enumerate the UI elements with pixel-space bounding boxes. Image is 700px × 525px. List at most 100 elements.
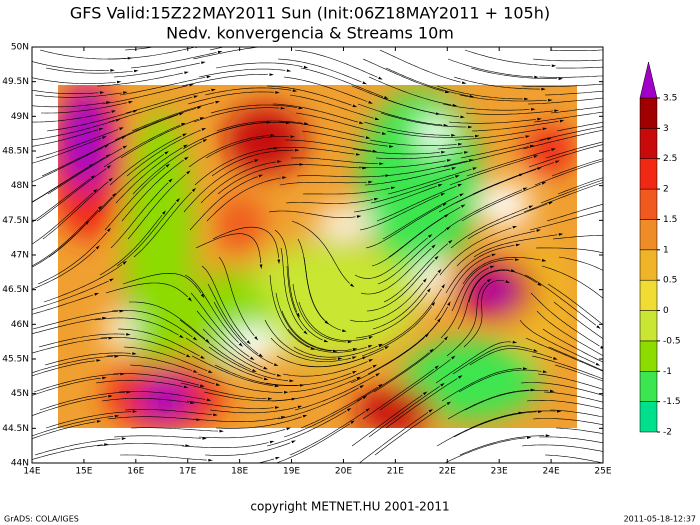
stream-arrow — [442, 202, 448, 207]
stream-arrow — [437, 268, 442, 274]
stream-arrow — [638, 46, 643, 49]
streamline — [44, 352, 131, 366]
stream-arrow — [468, 159, 474, 162]
stream-arrow — [303, 330, 308, 335]
streamline — [376, 185, 457, 222]
stream-arrow — [556, 409, 562, 413]
streamline — [291, 220, 350, 284]
stream-arrow — [294, 148, 300, 152]
streamline — [300, 67, 384, 97]
streamline — [133, 191, 192, 258]
streamline — [437, 136, 525, 150]
streamline — [268, 210, 356, 218]
streamline — [198, 429, 286, 439]
streamline — [106, 355, 193, 371]
stream-arrow — [518, 173, 524, 177]
stream-arrow — [440, 192, 446, 197]
stream-arrow — [618, 155, 623, 158]
streamline — [202, 328, 276, 376]
stream-arrow — [273, 146, 279, 150]
stream-arrow — [274, 384, 280, 388]
stream-arrow — [104, 144, 109, 148]
streamline — [32, 111, 111, 123]
streamline — [552, 235, 603, 240]
stream-arrow — [624, 172, 629, 175]
stream-arrow — [429, 348, 434, 353]
streamline — [32, 138, 102, 164]
streamline — [204, 442, 291, 456]
stream-arrow — [510, 269, 516, 272]
streamline — [355, 292, 428, 339]
stream-arrow — [350, 283, 355, 288]
stream-arrow — [491, 253, 497, 257]
streamline — [451, 259, 514, 312]
stream-arrow — [199, 384, 205, 387]
stream-arrow — [95, 245, 100, 250]
streamline — [41, 138, 121, 177]
streamline — [38, 333, 125, 348]
stream-arrow — [254, 159, 259, 163]
stream-arrow — [106, 227, 111, 232]
streamline — [293, 345, 378, 358]
stream-arrow — [440, 382, 445, 387]
stream-arrow — [526, 436, 532, 440]
field-blobs — [58, 85, 575, 428]
streamline — [211, 149, 294, 177]
stream-arrow — [378, 383, 383, 388]
streamline — [363, 121, 450, 136]
stream-arrow — [632, 196, 637, 199]
stream-arrow — [630, 408, 635, 411]
streamline — [33, 373, 119, 393]
streamline — [465, 110, 553, 115]
streamline — [103, 124, 181, 168]
streamline — [464, 390, 549, 411]
streamline — [197, 373, 283, 393]
stream-arrow — [85, 220, 90, 225]
streamline — [187, 91, 274, 105]
streamline — [101, 397, 189, 403]
stream-arrow — [431, 301, 436, 306]
stream-arrow — [558, 233, 564, 236]
streamline — [192, 47, 264, 60]
stream-arrow — [352, 356, 357, 360]
streamline — [294, 375, 375, 411]
stream-arrow — [615, 383, 620, 386]
stream-arrow — [120, 372, 125, 376]
stream-arrow — [165, 163, 170, 168]
streamline — [43, 264, 123, 303]
stream-arrow — [533, 348, 538, 352]
stream-arrow — [437, 184, 443, 187]
streamline — [547, 283, 603, 326]
stream-arrow — [292, 89, 298, 92]
stream-arrow — [630, 381, 635, 384]
stream-arrow — [434, 255, 439, 260]
stream-arrow — [132, 352, 137, 355]
lat-label: 50N — [11, 43, 29, 53]
stream-arrow — [126, 390, 131, 394]
stream-arrow — [114, 414, 120, 418]
stream-arrow — [460, 115, 465, 119]
stream-arrow — [620, 370, 625, 373]
streamline — [469, 348, 553, 366]
streamline — [546, 203, 603, 222]
field — [58, 85, 577, 428]
stream-arrow — [275, 456, 280, 460]
stream-arrow — [110, 69, 115, 72]
stream-arrow — [285, 121, 291, 125]
stream-arrow — [505, 280, 510, 284]
streamline — [32, 294, 94, 315]
streamline — [545, 141, 603, 159]
stream-arrow — [299, 163, 304, 166]
stream-arrow — [215, 383, 221, 386]
streamline — [107, 416, 195, 420]
stream-arrow — [132, 110, 138, 113]
stream-arrow — [596, 325, 601, 329]
stream-arrow — [461, 81, 467, 84]
stream-arrow — [191, 187, 197, 192]
stream-arrow — [275, 91, 280, 94]
streamline — [299, 348, 384, 368]
stream-arrow — [297, 405, 303, 409]
stream-arrow — [374, 117, 380, 121]
stream-arrow — [626, 446, 631, 449]
stream-arrow — [548, 98, 553, 102]
